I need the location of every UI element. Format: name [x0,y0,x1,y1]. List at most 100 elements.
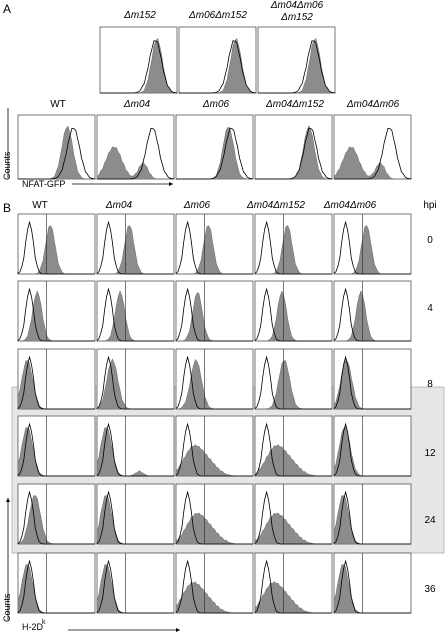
panel-b-hpi-0: 0 [427,235,433,246]
panel-a-top-histogram [257,26,336,94]
panel-b-histogram [254,348,333,410]
open-histogram [333,490,411,545]
histogram-frame [96,280,175,342]
open-histogram [175,220,253,275]
open-histogram [17,422,95,477]
open-histogram [96,559,174,614]
open-histogram [18,127,96,180]
panel-b-histogram [96,280,175,342]
panel-a-bottom-label-3: Δm06 [202,99,230,110]
open-histogram [96,355,174,410]
panel-b-hpi-24: 24 [424,515,436,526]
panel-b-histogram [175,552,254,614]
open-histogram [97,127,175,180]
panel-b-histogram [333,348,412,410]
open-histogram [258,40,336,94]
open-histogram [175,490,253,545]
panel-a-bottom-label-2: Δm04 [123,99,151,110]
panel-a-bottom-label-4: Δm04Δm152 [265,99,324,110]
panel-b-histogram [175,483,254,545]
panel-b-histogram [175,213,254,275]
panel-a-top-row [99,26,336,94]
histogram-frame [17,114,96,180]
panel-b-histogram [96,415,175,477]
panel-a-y-axis-label: Counts [2,151,12,180]
panel-a-letter: A [3,2,11,16]
panel-b-histogram [254,213,333,275]
open-histogram [176,127,254,180]
open-histogram [254,559,332,614]
panel-b-col-label-4: Δm04Δm152 [246,200,305,211]
panel-b-histogram [96,552,175,614]
panel-b-grid [17,213,412,614]
open-histogram [17,490,95,545]
histogram-frame [254,114,333,180]
panel-b-histogram [333,280,412,342]
panel-a-top-label-3a: Δm04Δm06 [270,0,324,11]
histogram-frame [175,280,254,342]
panel-b-histogram [254,280,333,342]
panel-b-col-label-3: Δm06 [183,200,211,211]
open-histogram [333,287,411,342]
panel-b-histogram [17,552,96,614]
panel-b-histogram [254,483,333,545]
open-histogram [96,220,174,275]
panel-a-top-histogram [99,26,178,94]
open-histogram [254,355,332,410]
open-histogram [179,40,257,94]
panel-b-histogram [96,348,175,410]
panel-a-top-label-1: Δm152 [123,10,156,21]
open-histogram [333,559,411,614]
panel-b-hpi-12: 12 [424,448,436,459]
open-histogram [333,355,411,410]
panel-b-histogram [17,213,96,275]
filled-histogram [333,146,411,180]
panel-a-x-axis-label: NFAT-GFP [22,179,65,189]
panel-a-top-label-3b: Δm152 [280,12,313,23]
panel-a-bottom-histogram [175,114,254,180]
panel-b-col-label-1: WT [32,200,48,211]
panel-b-histogram [175,280,254,342]
panel-b-histogram [17,483,96,545]
panel-b-histogram [333,552,412,614]
panel-b-histogram [175,348,254,410]
panel-b-hpi-36: 36 [424,584,436,595]
open-histogram [254,422,332,477]
panel-a-x-arrowhead [169,182,173,186]
filled-histogram [96,146,174,180]
histogram-frame [175,114,254,180]
panel-b-x-axis-superscript: k [42,619,46,626]
panel-b-col-label-5: Δm04Δm06 [323,200,377,211]
histogram-frame [254,280,333,342]
open-histogram [175,287,253,342]
panel-a-bottom-histogram [254,114,333,180]
open-histogram [96,490,174,545]
panel-a-bottom-label-5: Δm04Δm06 [346,99,400,110]
panel-b-hpi-4: 4 [427,303,433,314]
panel-a-bottom-label-1: WT [50,99,66,110]
open-histogram [333,220,411,275]
panel-b-hpi-header: hpi [423,200,436,211]
panel-b-x-axis-label: H-2D [22,622,44,632]
open-histogram [175,559,253,614]
open-histogram [175,422,253,477]
panel-a-top-histogram [178,26,257,94]
panel-b-y-axis-label: Counts [2,593,12,622]
open-histogram [175,355,253,410]
panel-b-x-arrowhead [176,628,180,632]
panel-b-histogram [333,483,412,545]
panel-b-y-arrowhead [6,498,10,502]
open-histogram [17,220,95,275]
panel-b-histogram [17,280,96,342]
panel-b-histogram [175,415,254,477]
open-histogram [254,287,332,342]
panel-b-histogram [17,348,96,410]
panel-b-letter: B [3,201,11,215]
panel-b-histogram [333,415,412,477]
panel-b-histogram [254,552,333,614]
open-histogram [17,287,95,342]
panel-b-histogram [96,213,175,275]
panel-b-histogram [254,415,333,477]
